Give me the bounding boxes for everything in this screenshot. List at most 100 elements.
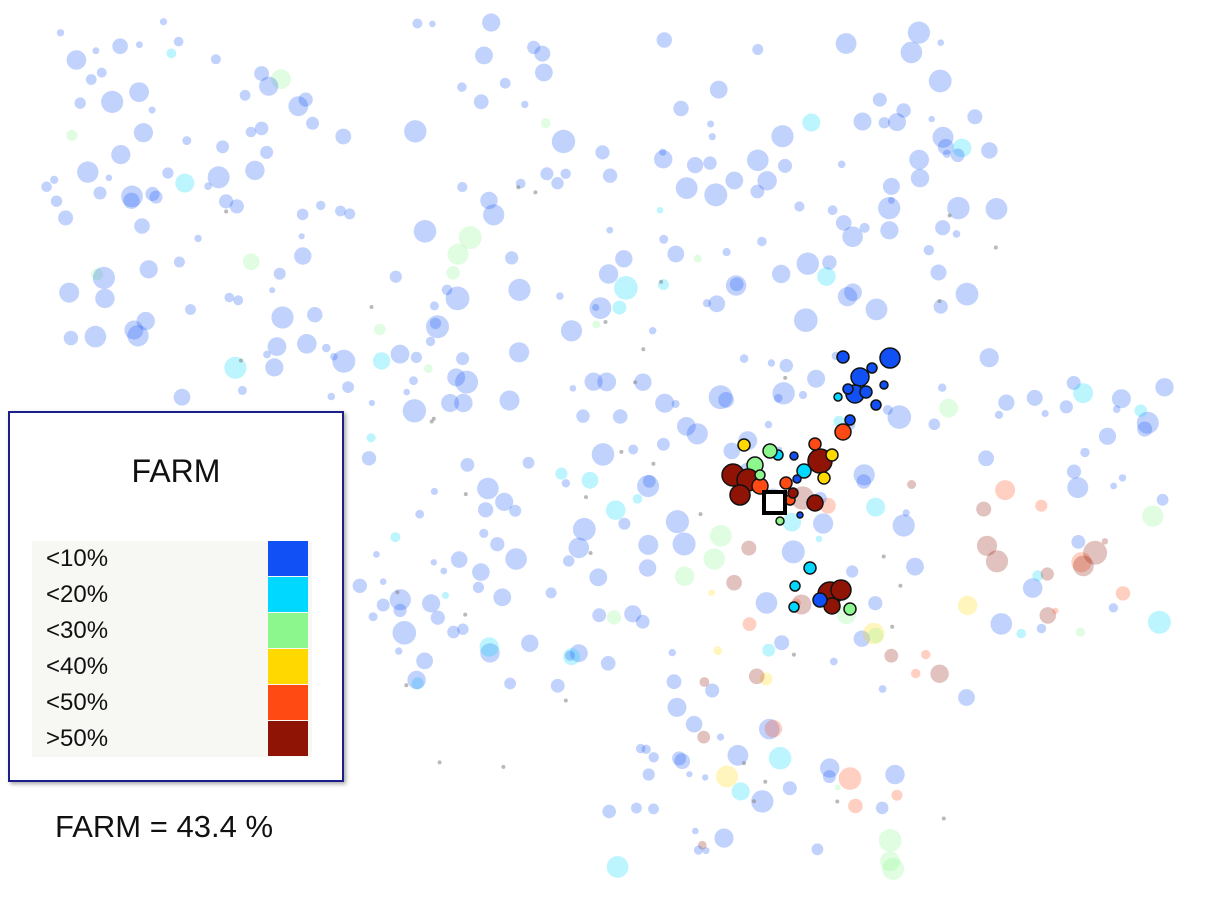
map-node xyxy=(352,578,367,593)
map-node xyxy=(976,535,998,556)
map-node xyxy=(794,308,818,333)
map-node xyxy=(516,185,521,190)
map-node xyxy=(457,623,469,635)
map-node xyxy=(63,330,79,346)
map-node xyxy=(238,358,243,363)
map-node xyxy=(463,492,468,497)
map-node xyxy=(822,770,836,784)
map-node xyxy=(368,612,378,622)
map-node xyxy=(572,517,596,541)
map-node xyxy=(1134,404,1148,418)
map-node xyxy=(659,279,664,284)
map-node xyxy=(779,358,793,373)
map-node xyxy=(479,528,489,539)
map-node xyxy=(134,218,150,234)
map-node xyxy=(127,325,149,347)
map-node xyxy=(603,320,608,324)
highlighted-node xyxy=(844,414,856,426)
map-node xyxy=(600,656,616,671)
highlighted-node xyxy=(792,474,802,484)
map-node xyxy=(921,649,931,660)
map-node xyxy=(900,41,923,64)
map-node xyxy=(817,267,836,286)
map-node xyxy=(671,400,680,408)
map-node xyxy=(882,405,893,415)
map-node xyxy=(1083,540,1108,565)
map-node xyxy=(254,121,269,136)
map-node xyxy=(768,746,792,770)
legend-label: <50% xyxy=(46,689,109,716)
map-node xyxy=(50,175,59,184)
map-node xyxy=(772,264,791,284)
legend-row-lt50: <50% xyxy=(32,685,312,721)
map-node xyxy=(322,343,331,353)
legend-swatch-orange xyxy=(268,685,308,720)
map-node xyxy=(402,399,427,423)
map-node xyxy=(1080,447,1090,458)
map-node xyxy=(887,405,912,429)
map-node xyxy=(1040,567,1054,581)
map-node xyxy=(166,48,177,59)
map-node xyxy=(505,548,527,570)
map-node xyxy=(637,475,660,498)
map-node xyxy=(563,648,581,666)
map-node xyxy=(41,181,52,193)
map-node xyxy=(958,689,975,706)
map-node xyxy=(294,247,312,265)
map-node xyxy=(612,300,627,315)
map-node xyxy=(798,390,808,400)
map-node xyxy=(194,234,202,243)
map-node xyxy=(1098,427,1117,445)
farm-readout: FARM = 43.4 % xyxy=(55,809,273,845)
map-node xyxy=(124,320,144,340)
map-node xyxy=(702,299,712,308)
highlighted-node xyxy=(806,494,824,512)
map-node xyxy=(1101,538,1109,545)
map-node xyxy=(702,847,710,855)
map-node xyxy=(429,419,434,424)
map-node xyxy=(862,622,885,645)
map-node xyxy=(395,647,403,655)
map-node xyxy=(265,358,284,377)
map-node xyxy=(1041,409,1049,418)
map-node xyxy=(508,342,530,363)
map-node xyxy=(482,13,501,32)
map-node xyxy=(942,149,952,158)
map-node xyxy=(606,610,622,625)
map-node xyxy=(865,298,888,321)
map-node xyxy=(985,198,1008,220)
map-node xyxy=(967,109,983,125)
map-node xyxy=(907,480,917,489)
map-node xyxy=(888,113,906,132)
map-node xyxy=(568,537,590,559)
map-node xyxy=(657,437,670,451)
map-node xyxy=(947,196,970,220)
map-node xyxy=(149,190,163,204)
map-node xyxy=(741,540,757,556)
map-node xyxy=(366,433,376,443)
map-node xyxy=(819,497,836,514)
highlighted-node xyxy=(762,443,778,459)
map-node xyxy=(835,799,840,804)
map-node xyxy=(527,40,541,55)
highlighted-node xyxy=(803,561,817,575)
map-node xyxy=(242,253,260,271)
map-node xyxy=(96,67,107,78)
map-node xyxy=(751,790,774,813)
highlighted-node xyxy=(830,579,852,601)
map-node xyxy=(584,495,588,500)
map-node xyxy=(472,563,490,581)
map-node xyxy=(602,168,618,183)
map-node xyxy=(535,63,553,82)
map-node xyxy=(407,670,426,690)
legend-title: FARM xyxy=(131,453,221,489)
map-node xyxy=(907,21,931,44)
map-node xyxy=(597,372,617,392)
map-node xyxy=(714,828,734,848)
map-node xyxy=(933,299,948,314)
map-node xyxy=(271,69,291,90)
square-marker-icon[interactable] xyxy=(762,490,787,515)
map-node xyxy=(693,845,704,855)
map-node xyxy=(727,744,749,766)
map-node xyxy=(677,417,696,436)
